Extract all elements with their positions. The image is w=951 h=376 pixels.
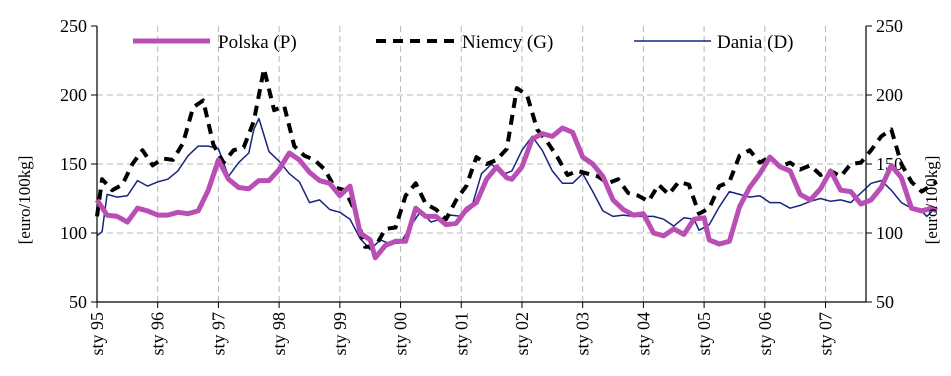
x-tick-label: sty 95 [87, 312, 107, 356]
x-tick-label: sty 04 [633, 312, 653, 356]
x-tick-label: sty 07 [816, 312, 836, 356]
legend-label: Dania (D) [717, 32, 794, 53]
x-tick-label: sty 98 [269, 312, 289, 356]
y-tick-label-left: 250 [60, 16, 87, 36]
legend-label: Niemcy (G) [462, 32, 553, 53]
series-line-polska [94, 125, 938, 261]
y-tick-label-right: 200 [876, 85, 903, 105]
y-tick-label-left: 100 [60, 223, 87, 243]
y-tick-label-right: 50 [876, 292, 894, 312]
series-lines [94, 66, 938, 261]
legend-label: Polska (P) [218, 32, 297, 53]
y-tick-label-left: 150 [60, 154, 87, 174]
y-axis-title-left: [euro/100kg] [15, 156, 34, 245]
x-tick-label: sty 02 [512, 312, 532, 356]
y-tick-label-left: 200 [60, 85, 87, 105]
x-tick-label: sty 97 [208, 312, 228, 356]
x-tick-label: sty 96 [148, 312, 168, 356]
y-tick-label-right: 100 [876, 223, 903, 243]
x-tick-label: sty 99 [330, 312, 350, 356]
x-tick-label: sty 03 [573, 312, 593, 356]
y-axis-title-right: [euro/100kg] [922, 156, 941, 245]
x-tick-label: sty 06 [755, 312, 775, 356]
x-tick-label: sty 00 [391, 312, 411, 356]
y-tick-label-left: 50 [69, 292, 87, 312]
y-tick-label-right: 250 [876, 16, 903, 36]
series-line-niemcy [95, 66, 938, 249]
x-tick-label: sty 01 [451, 312, 471, 356]
series-line-dania [96, 117, 938, 251]
x-tick-label: sty 05 [694, 312, 714, 356]
grid [97, 26, 866, 302]
legend: Polska (P) Niemcy (G) Dania (D) [133, 32, 794, 53]
